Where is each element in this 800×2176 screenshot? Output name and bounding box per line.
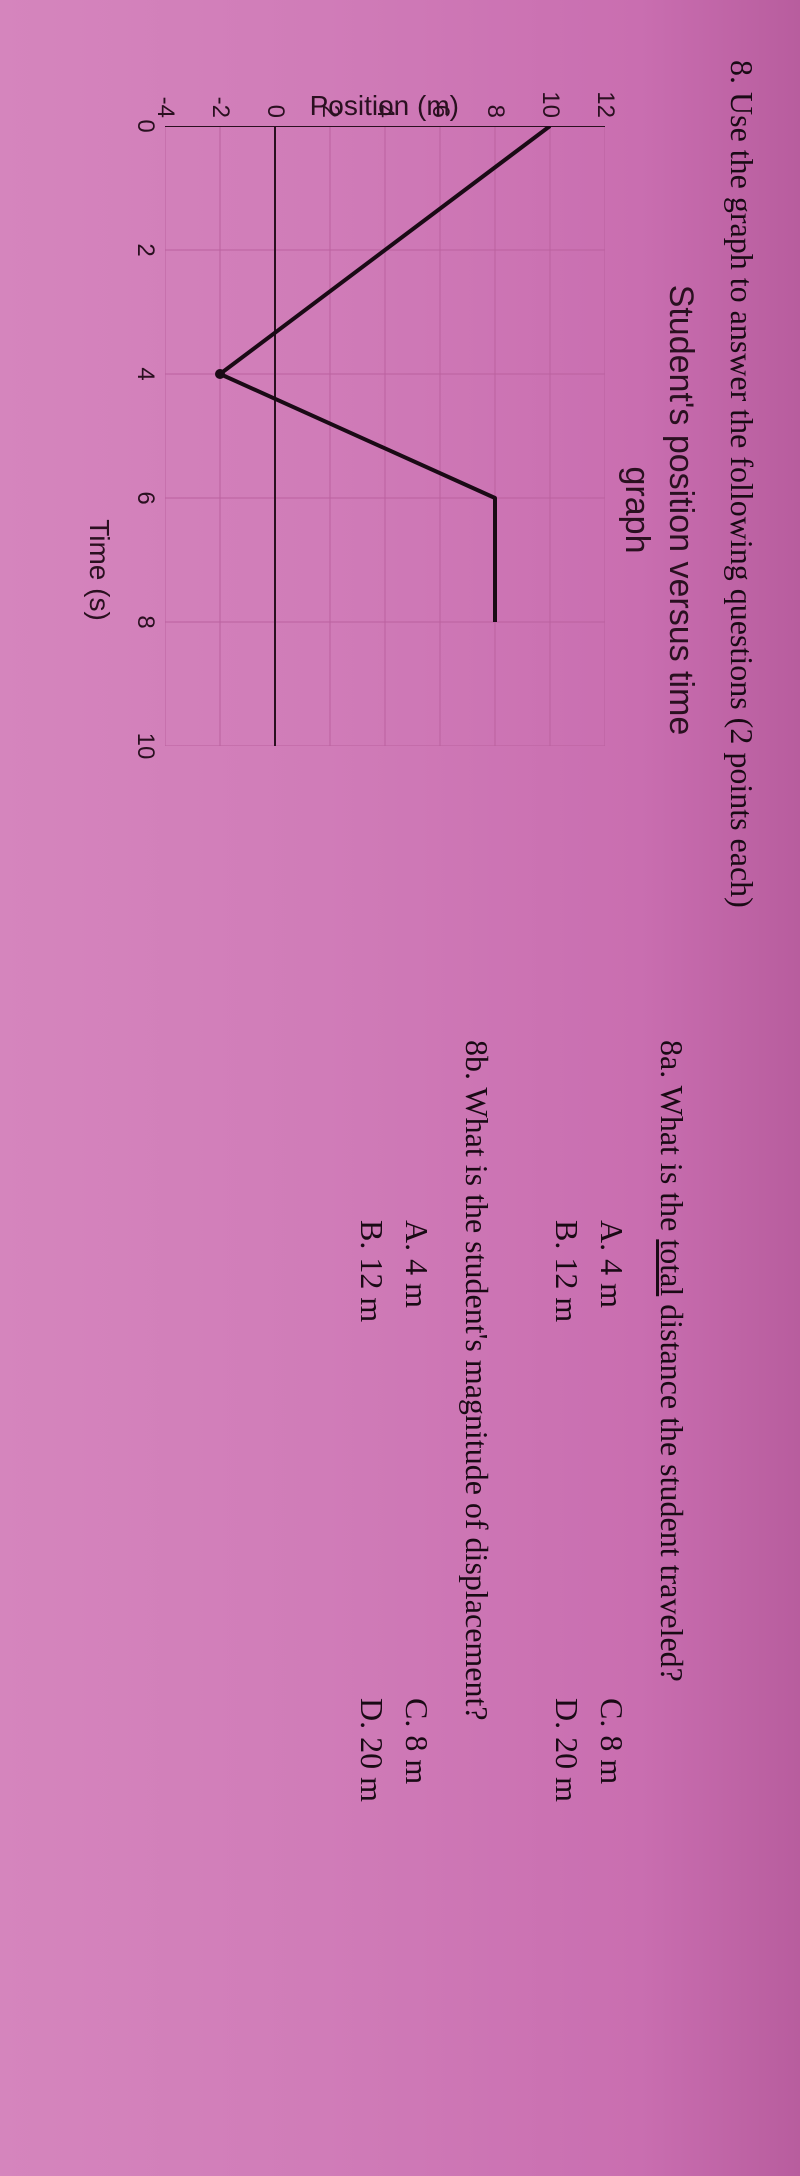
y-tick-label: 10 — [536, 91, 564, 118]
y-tick-label: 6 — [426, 105, 454, 118]
option-8b-B: B. 12 m — [353, 1220, 390, 1638]
option-8b-A: A. 4 m — [398, 1220, 435, 1638]
option-8a-B: B. 12 m — [548, 1220, 585, 1638]
chart-panel: Student's position versus time graph Pos… — [83, 60, 703, 960]
x-tick-label: 4 — [131, 367, 159, 380]
option-8b-D: D. 20 m — [353, 1698, 390, 2116]
y-tick-label: -2 — [206, 97, 234, 118]
y-tick-label: 4 — [371, 105, 399, 118]
option-8a-A: A. 4 m — [593, 1220, 630, 1638]
x-axis-label: Time (s) — [83, 180, 115, 960]
x-tick-label: 10 — [131, 733, 159, 760]
option-8a-D: D. 20 m — [548, 1698, 585, 2116]
y-tick-label: -4 — [151, 97, 179, 118]
option-8a-C: C. 8 m — [593, 1698, 630, 2116]
option-8b-C: C. 8 m — [398, 1698, 435, 2116]
position-time-chart: 121086420-2-4 0246810 — [165, 126, 605, 746]
question-8b: 8b. What is the student's magnitude of d… — [455, 1040, 498, 2116]
y-tick-label: 2 — [316, 105, 344, 118]
x-tick-label: 0 — [131, 119, 159, 132]
x-tick-label: 6 — [131, 491, 159, 504]
question-8a: 8a. What is the total distance the stude… — [650, 1040, 693, 2116]
y-tick-label: 12 — [591, 91, 619, 118]
questions-panel: 8a. What is the total distance the stude… — [83, 1040, 703, 2116]
x-tick-label: 2 — [131, 243, 159, 256]
x-tick-label: 8 — [131, 615, 159, 628]
question-header: 8. Use the graph to answer the following… — [723, 60, 760, 2116]
y-tick-label: 8 — [481, 105, 509, 118]
chart-title: Student's position versus time graph — [615, 60, 703, 960]
y-tick-label: 0 — [261, 105, 289, 118]
